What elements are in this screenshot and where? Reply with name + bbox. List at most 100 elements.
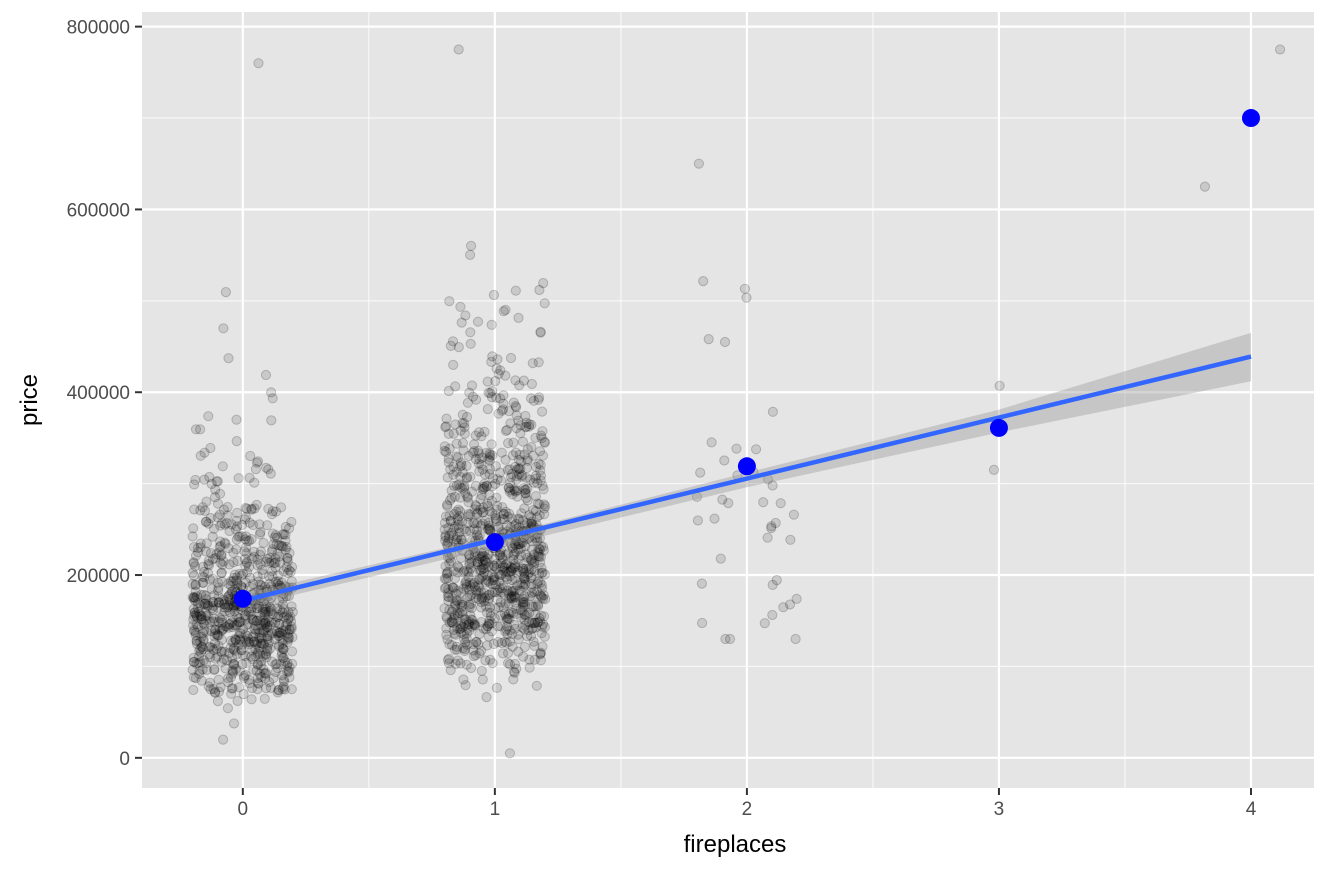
data-point — [188, 570, 199, 581]
data-point — [189, 479, 200, 490]
data-point — [264, 552, 275, 563]
data-point — [505, 565, 516, 576]
data-point — [452, 561, 463, 572]
data-point — [528, 504, 539, 516]
data-point — [790, 633, 801, 645]
data-point — [695, 467, 706, 478]
data-point — [486, 392, 497, 403]
data-point — [241, 630, 253, 642]
data-point — [208, 644, 219, 656]
data-point — [473, 594, 485, 605]
data-point — [522, 552, 533, 563]
data-point — [456, 460, 467, 471]
data-point — [479, 551, 490, 562]
data-point — [227, 586, 238, 597]
data-point — [198, 618, 209, 629]
data-point — [459, 614, 470, 625]
data-point — [248, 546, 259, 557]
data-point — [440, 561, 451, 572]
data-point — [521, 472, 532, 483]
data-point — [533, 548, 544, 559]
data-point — [245, 610, 257, 621]
data-point — [266, 656, 278, 667]
data-point — [456, 587, 467, 598]
data-point — [490, 513, 501, 524]
data-point — [257, 606, 269, 618]
data-point — [195, 424, 206, 435]
data-point — [464, 557, 475, 568]
data-point — [192, 621, 204, 632]
data-point — [513, 454, 525, 465]
data-point — [498, 508, 509, 520]
data-point — [231, 534, 242, 545]
data-point — [219, 599, 230, 610]
data-point — [189, 656, 200, 668]
data-point — [197, 561, 209, 573]
data-point — [493, 523, 504, 534]
data-point — [451, 506, 462, 517]
data-point — [487, 351, 498, 362]
data-point — [473, 587, 484, 598]
data-point — [535, 551, 547, 563]
data-point — [211, 476, 222, 487]
data-point — [224, 525, 235, 537]
data-point — [197, 664, 208, 675]
data-point — [233, 531, 244, 542]
data-point — [463, 511, 474, 522]
data-point — [196, 641, 207, 652]
data-point — [460, 310, 471, 321]
data-point — [244, 472, 255, 483]
data-point — [223, 590, 234, 602]
data-point — [507, 583, 518, 594]
data-point — [461, 411, 473, 423]
data-point — [273, 641, 285, 652]
data-point — [246, 504, 257, 515]
data-point — [207, 573, 218, 585]
data-point — [455, 620, 466, 632]
data-point — [451, 480, 462, 491]
data-point — [249, 477, 260, 488]
data-point — [466, 603, 477, 614]
data-point — [444, 296, 455, 307]
data-point — [479, 555, 490, 566]
data-point — [253, 678, 264, 689]
data-point — [195, 636, 206, 647]
data-point — [775, 498, 786, 509]
data-point — [212, 629, 223, 640]
data-point — [264, 557, 275, 568]
data-point — [219, 596, 230, 607]
data-point — [286, 616, 297, 627]
data-point — [211, 549, 222, 560]
data-point — [283, 628, 294, 639]
data-point — [490, 461, 501, 472]
data-point — [452, 595, 463, 607]
data-point — [515, 428, 526, 439]
data-point — [200, 594, 211, 605]
data-point — [238, 624, 249, 635]
data-point — [255, 559, 266, 570]
data-point — [201, 664, 212, 676]
data-point — [198, 599, 209, 610]
group-mean-point — [1241, 109, 1260, 128]
data-point — [505, 477, 516, 489]
data-point — [535, 326, 546, 337]
data-point — [511, 603, 522, 614]
data-point — [246, 503, 257, 514]
data-point — [510, 447, 522, 458]
data-point — [697, 617, 708, 629]
data-point — [213, 585, 224, 596]
data-point — [203, 411, 214, 422]
data-point — [479, 478, 490, 489]
data-point — [450, 381, 461, 392]
data-point — [514, 514, 525, 525]
data-point — [446, 527, 457, 539]
data-point — [476, 459, 487, 470]
data-point — [518, 573, 530, 584]
data-point — [241, 548, 252, 559]
data-point — [251, 602, 262, 614]
data-point — [461, 633, 472, 644]
data-point — [280, 535, 291, 546]
data-point — [190, 627, 201, 638]
data-point — [457, 599, 468, 611]
data-point — [504, 464, 515, 475]
